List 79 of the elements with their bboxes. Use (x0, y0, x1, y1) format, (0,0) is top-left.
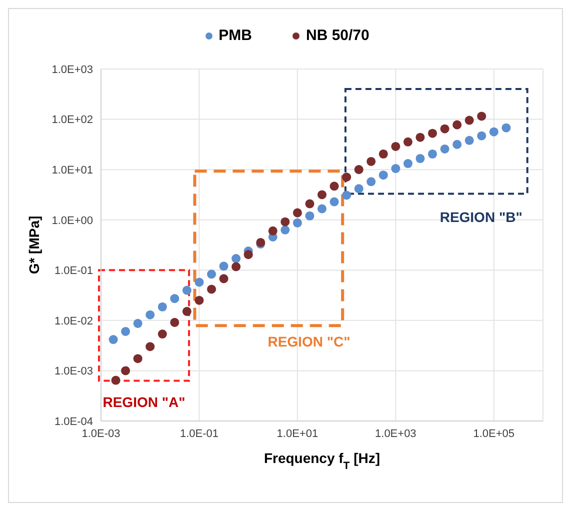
y-tick-label: 1.0E-02 (54, 315, 93, 328)
point (378, 170, 388, 180)
y-tick-label: 1.0E-01 (54, 265, 93, 278)
point (477, 112, 486, 121)
point (464, 136, 474, 145)
point (133, 318, 142, 328)
point (428, 149, 437, 159)
point (244, 250, 253, 260)
point (452, 140, 462, 149)
point (330, 197, 339, 206)
point (366, 177, 376, 186)
point (280, 217, 290, 226)
point (330, 182, 339, 191)
point (477, 131, 486, 140)
legend-label: PMB (218, 27, 252, 44)
point (146, 342, 155, 352)
point (366, 156, 376, 166)
y-axis-title: G* [MPa] (26, 216, 42, 274)
point (268, 226, 278, 236)
point (219, 274, 228, 284)
point (170, 294, 180, 304)
point (464, 116, 474, 125)
point (194, 296, 204, 305)
point (403, 159, 412, 168)
x-tick-label: 1.0E+03 (375, 428, 416, 440)
point (121, 326, 130, 336)
point (280, 225, 290, 234)
point (133, 354, 142, 364)
point (354, 165, 364, 174)
point (232, 262, 241, 272)
point (489, 127, 498, 136)
x-tick-label: 1.0E+01 (276, 428, 318, 440)
point (342, 172, 352, 182)
point (502, 123, 511, 132)
point (391, 164, 400, 174)
x-tick-label: 1.0E-01 (180, 428, 218, 440)
point (416, 132, 425, 142)
annotation: REGION "A" (102, 394, 186, 410)
point (452, 120, 462, 130)
point (158, 330, 167, 339)
point (391, 142, 400, 151)
point (170, 318, 180, 327)
x-tick-label: 1.0E-03 (82, 428, 120, 440)
point (292, 208, 302, 218)
annotation: REGION "B" (440, 208, 522, 225)
x-tick-label: 1.0E+05 (473, 428, 515, 440)
point (146, 310, 155, 320)
x-axis-title: Frequency f$_{T}$ [Hz] (264, 450, 380, 472)
y-tick-label: 1.0E+00 (52, 214, 93, 227)
y-tick-label: 1.0E+03 (52, 64, 93, 76)
point (428, 128, 437, 138)
point (416, 154, 425, 164)
point (207, 284, 216, 294)
point (108, 335, 118, 344)
y-tick-label: 1.0E-04 (54, 416, 93, 428)
point (207, 270, 216, 279)
point (158, 302, 167, 312)
point (317, 190, 326, 200)
point (378, 149, 388, 159)
point (440, 144, 450, 154)
point (194, 278, 204, 287)
y-tick-label: 1.0E+01 (52, 164, 93, 176)
point (219, 262, 228, 271)
legend-label: NB 50/70 (304, 27, 370, 44)
point (292, 218, 302, 228)
point (305, 199, 314, 208)
point (317, 204, 326, 214)
point (182, 306, 192, 316)
point (121, 366, 130, 376)
point (440, 124, 450, 134)
point (354, 184, 364, 194)
point (342, 190, 352, 200)
point (305, 211, 314, 220)
y-tick-label: 1.0E-03 (54, 366, 93, 378)
annotation: REGION "C" (268, 334, 350, 350)
point (232, 254, 241, 264)
point (403, 137, 412, 146)
y-tick-label: 1.0E+02 (52, 114, 93, 126)
point (182, 286, 192, 295)
